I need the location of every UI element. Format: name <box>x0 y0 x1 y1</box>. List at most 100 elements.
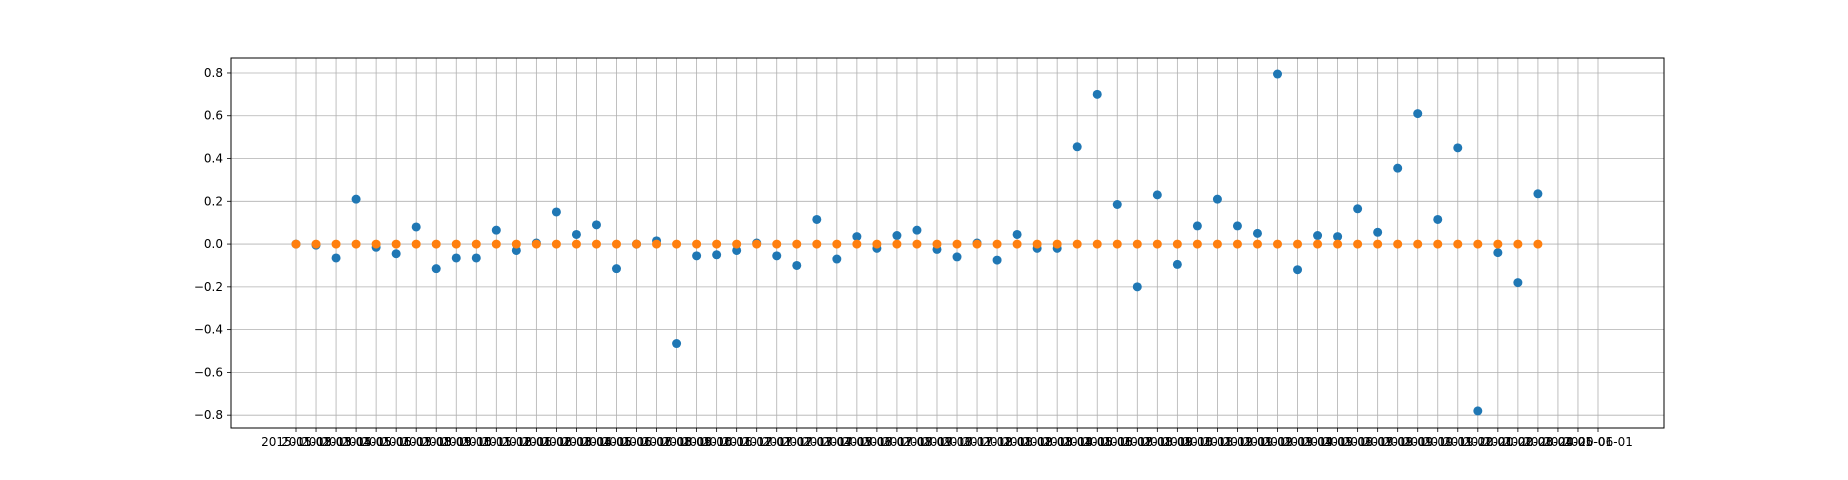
y-tick-label: −0.2 <box>194 280 223 294</box>
series-2-point <box>1152 239 1162 249</box>
series-2-point <box>391 239 401 249</box>
series-2-point <box>992 239 1002 249</box>
series-2-point <box>291 239 301 249</box>
x-tick-label: 2019-10-01 <box>1403 435 1473 449</box>
series-2-point <box>411 239 421 249</box>
series-2-point <box>1413 239 1423 249</box>
x-tick-label: 2017-11-01 <box>942 435 1012 449</box>
series-1-point <box>451 253 461 263</box>
series-2-point <box>1112 239 1122 249</box>
series-1-point <box>692 251 702 261</box>
series-2-point <box>1072 239 1082 249</box>
x-tick-label: 2017-09-01 <box>902 435 972 449</box>
x-tick-label: 2015-11-01 <box>461 435 531 449</box>
series-1-point <box>391 249 401 259</box>
series-1-point <box>1273 69 1283 79</box>
x-tick-label: 2018-04-01 <box>1042 435 1112 449</box>
x-tick-label: 2017-01-01 <box>742 435 812 449</box>
series-1-point <box>1413 109 1423 119</box>
x-tick-label: 2018-05-01 <box>1062 435 1132 449</box>
series-2-point <box>652 239 662 249</box>
series-1-point <box>1252 228 1262 238</box>
x-tick-label: 2017-10-01 <box>922 435 992 449</box>
x-tick-label: 2018-06-01 <box>1082 435 1152 449</box>
series-1-point <box>1453 143 1463 153</box>
x-tick-label: 2016-12-01 <box>722 435 792 449</box>
series-1-point <box>1313 231 1323 241</box>
series-1-point <box>1092 89 1102 99</box>
x-tick-label: 2019-06-01 <box>1323 435 1393 449</box>
x-tick-label: 2015-07-01 <box>381 435 451 449</box>
series-1-point <box>672 339 682 349</box>
x-tick-label: 2018-12-01 <box>1203 435 1273 449</box>
series-2-point <box>892 239 902 249</box>
series-2-point <box>812 239 822 249</box>
series-1-point <box>712 250 722 260</box>
x-tick-label: 2019-09-01 <box>1383 435 1453 449</box>
series-1-point <box>1192 221 1202 231</box>
series-2-point <box>972 239 982 249</box>
series-2-point <box>571 239 581 249</box>
series-1-point <box>1493 248 1503 258</box>
series-2-point <box>1212 239 1222 249</box>
x-tick-label: 2017-02-01 <box>762 435 832 449</box>
series-2-point <box>952 239 962 249</box>
series-2-point <box>1273 239 1283 249</box>
series-1-point <box>1172 259 1182 269</box>
series-2-point <box>832 239 842 249</box>
series-1-point <box>1232 221 1242 231</box>
x-tick-label: 2016-11-01 <box>702 435 772 449</box>
y-tick-label: −0.8 <box>194 408 223 422</box>
series-2-point <box>1393 239 1403 249</box>
series-2-point <box>872 239 882 249</box>
series-2-point <box>912 239 922 249</box>
x-tick-label: 2017-04-01 <box>802 435 872 449</box>
x-tick-label: 2019-02-01 <box>1243 435 1313 449</box>
x-tick-label: 2017-03-01 <box>782 435 852 449</box>
series-2-point <box>772 239 782 249</box>
y-tick-label: −0.6 <box>194 365 223 379</box>
series-2-point <box>1373 239 1383 249</box>
series-1-point <box>411 222 421 232</box>
x-tick-label: 2015-09-01 <box>421 435 491 449</box>
y-tick-label: 0.0 <box>204 237 223 251</box>
x-tick-label: 2018-11-01 <box>1183 435 1253 449</box>
y-tick-label: 0.4 <box>204 152 223 166</box>
series-2-point <box>632 239 642 249</box>
x-tick-label: 2015-04-01 <box>321 435 391 449</box>
x-tick-label: 2017-12-01 <box>962 435 1032 449</box>
x-tick-label: 2017-07-01 <box>862 435 932 449</box>
series-2-point <box>712 239 722 249</box>
x-tick-label: 2015-03-01 <box>301 435 371 449</box>
series-1-point <box>351 194 361 204</box>
series-2-point <box>611 239 621 249</box>
series-2-point <box>1453 239 1463 249</box>
series-1-point <box>1533 189 1543 199</box>
x-tick-label: 2015-01-01 <box>261 435 331 449</box>
x-tick-label: 2015-12-01 <box>481 435 551 449</box>
x-axis: 2015-01-012015-02-012015-03-012015-04-01… <box>261 428 1633 449</box>
x-tick-label: 2019-07-01 <box>1343 435 1413 449</box>
x-tick-label: 2015-08-01 <box>401 435 471 449</box>
series-1-point <box>431 264 441 274</box>
x-tick-label: 2019-08-01 <box>1363 435 1433 449</box>
series-1-point <box>1293 265 1303 275</box>
series-2-point <box>1032 239 1042 249</box>
series-1-point <box>832 254 842 264</box>
y-tick-label: 0.6 <box>204 109 223 123</box>
x-tick-label: 2017-05-01 <box>822 435 892 449</box>
series-1-point <box>1212 194 1222 204</box>
series-2-point <box>1293 239 1303 249</box>
series-1-point <box>732 245 742 255</box>
series-2-point <box>471 239 481 249</box>
y-axis: −0.8 −0.6 −0.4 −0.2 0.0 0.2 0.4 0.6 0.8 <box>194 66 231 422</box>
series-1-point <box>331 253 341 263</box>
x-tick-label: 2016-01-01 <box>501 435 571 449</box>
series-2-point <box>351 239 361 249</box>
series-2-point <box>591 239 601 249</box>
series-1-point <box>611 264 621 274</box>
series-2-point <box>1012 239 1022 249</box>
series-2-point <box>1353 239 1363 249</box>
